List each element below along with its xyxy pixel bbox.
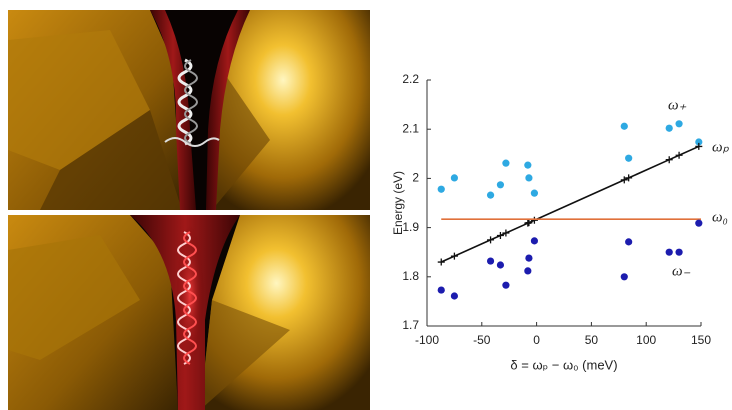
data-point [531, 237, 538, 244]
chart: δ = ωₚ − ω₀ (meV) Energy (eV) ω₊ ωₚ ω₀ ω… [391, 72, 729, 372]
data-point [524, 162, 531, 169]
data-point [451, 253, 458, 260]
data-point [621, 123, 628, 130]
data-point [502, 160, 509, 167]
x-axis-label: δ = ωₚ − ω₀ (meV) [510, 357, 617, 372]
data-point [666, 125, 673, 132]
data-point [676, 152, 683, 159]
data-point [675, 249, 682, 256]
data-point [451, 174, 458, 181]
x-tick-label: 0 [533, 333, 540, 347]
x-tick-label: -100 [415, 333, 439, 347]
data-point [675, 120, 682, 127]
render-bottom [8, 215, 370, 410]
data-point [625, 155, 632, 162]
data-point [531, 190, 538, 197]
data-point [666, 249, 673, 256]
data-point [625, 238, 632, 245]
data-point [497, 261, 504, 268]
x-tick-label: 50 [585, 333, 599, 347]
y-tick-label: 2.2 [402, 72, 419, 86]
data-point [438, 186, 445, 193]
data-point [525, 255, 532, 262]
data-point [524, 267, 531, 274]
x-tick-label: 100 [636, 333, 656, 347]
figure: δ = ωₚ − ω₀ (meV) Energy (eV) ω₊ ωₚ ω₀ ω… [0, 0, 732, 410]
series-label: ω₀ [712, 209, 728, 225]
render-top [8, 10, 370, 210]
data-point [525, 174, 532, 181]
data-point [621, 273, 628, 280]
data-point [438, 259, 445, 266]
data-point [487, 257, 494, 264]
y-tick-label: 1.7 [402, 318, 419, 332]
data-point [497, 181, 504, 188]
series-label: ω₊ [668, 97, 687, 113]
data-point [487, 236, 494, 243]
y-tick-label: 2 [412, 171, 419, 185]
data-point [451, 292, 458, 299]
data-point [487, 192, 494, 199]
y-tick-label: 1.8 [402, 269, 419, 283]
data-point [438, 286, 445, 293]
x-tick-label: -50 [473, 333, 491, 347]
series-label: ω₋ [672, 263, 691, 279]
data-point [666, 156, 673, 163]
series-label: ωₚ [712, 139, 730, 155]
data-point [695, 220, 702, 227]
y-tick-label: 2.1 [402, 121, 419, 135]
data-point [502, 282, 509, 289]
y-tick-label: 1.9 [402, 220, 419, 234]
series-line [441, 146, 699, 262]
x-tick-label: 150 [691, 333, 711, 347]
